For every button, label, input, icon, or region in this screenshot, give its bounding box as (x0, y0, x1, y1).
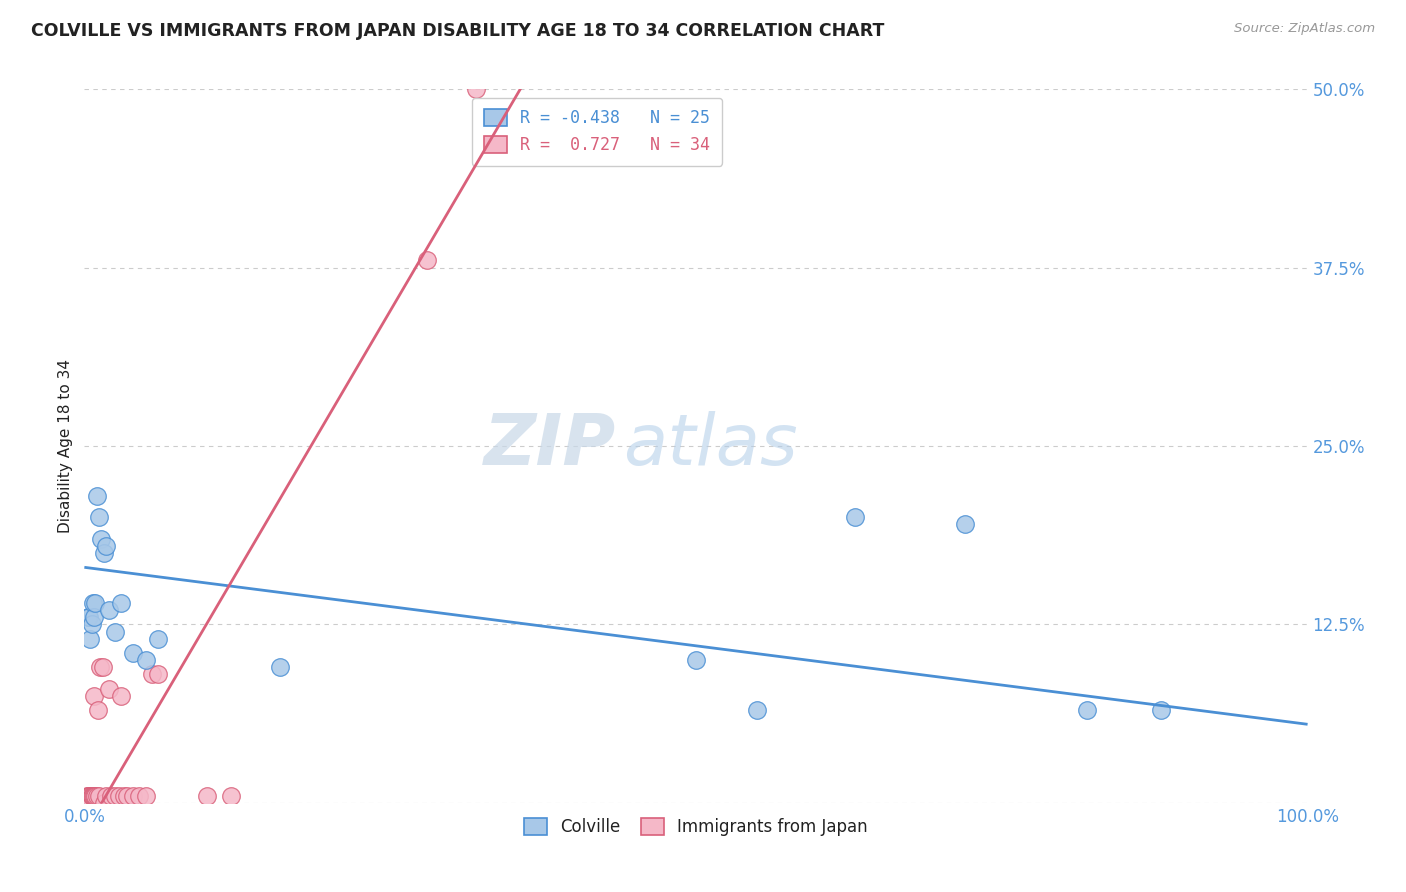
Point (96, 789, 118, 803)
Point (110, 689, 132, 703)
Point (90, 532, 112, 546)
Point (110, 596, 132, 610)
Point (79, 789, 101, 803)
Point (82, 596, 104, 610)
Point (685, 653, 707, 667)
Point (83, 789, 105, 803)
Point (104, 624, 127, 639)
Point (107, 789, 129, 803)
Text: ZIP: ZIP (484, 411, 616, 481)
Point (79, 632, 101, 646)
Point (97, 681, 120, 696)
Point (80, 617, 103, 632)
Point (1150, 703, 1173, 717)
Point (135, 789, 157, 803)
Point (82, 789, 104, 803)
Point (112, 789, 135, 803)
Point (146, 667, 169, 681)
Point (86, 789, 108, 803)
Point (269, 660, 291, 674)
Point (89, 660, 111, 674)
Point (122, 646, 145, 660)
Point (115, 789, 138, 803)
Point (87, 703, 110, 717)
Point (84, 789, 107, 803)
Point (84, 596, 107, 610)
Point (464, 82, 486, 96)
Point (128, 789, 150, 803)
Point (104, 789, 127, 803)
Point (100, 789, 122, 803)
Text: atlas: atlas (623, 411, 797, 481)
Point (953, 517, 976, 532)
Point (93, 546, 115, 560)
Text: COLVILLE VS IMMIGRANTS FROM JAPAN DISABILITY AGE 18 TO 34 CORRELATION CHART: COLVILLE VS IMMIGRANTS FROM JAPAN DISABI… (31, 22, 884, 40)
Point (146, 632, 169, 646)
Point (1076, 703, 1098, 717)
Point (96, 539, 118, 553)
Point (83, 610, 105, 624)
Point (93, 796, 115, 810)
Text: Source: ZipAtlas.com: Source: ZipAtlas.com (1234, 22, 1375, 36)
Point (76, 789, 98, 803)
Point (747, 703, 769, 717)
Point (141, 667, 163, 681)
Point (87, 789, 110, 803)
Point (86, 489, 108, 503)
Point (844, 510, 866, 524)
Point (77, 610, 100, 624)
Point (77, 789, 100, 803)
Point (79, 796, 101, 810)
Point (80, 789, 103, 803)
Point (97, 603, 120, 617)
Point (80, 789, 103, 803)
Point (91, 660, 114, 674)
Point (122, 789, 145, 803)
Y-axis label: Disability Age 18 to 34: Disability Age 18 to 34 (58, 359, 73, 533)
Point (77, 789, 100, 803)
Point (77, 610, 100, 624)
Point (195, 789, 218, 803)
Point (83, 689, 105, 703)
Point (135, 653, 157, 667)
Point (416, 253, 439, 268)
Legend: Colville, Immigrants from Japan: Colville, Immigrants from Japan (516, 810, 876, 845)
Point (219, 789, 242, 803)
Point (87, 510, 110, 524)
